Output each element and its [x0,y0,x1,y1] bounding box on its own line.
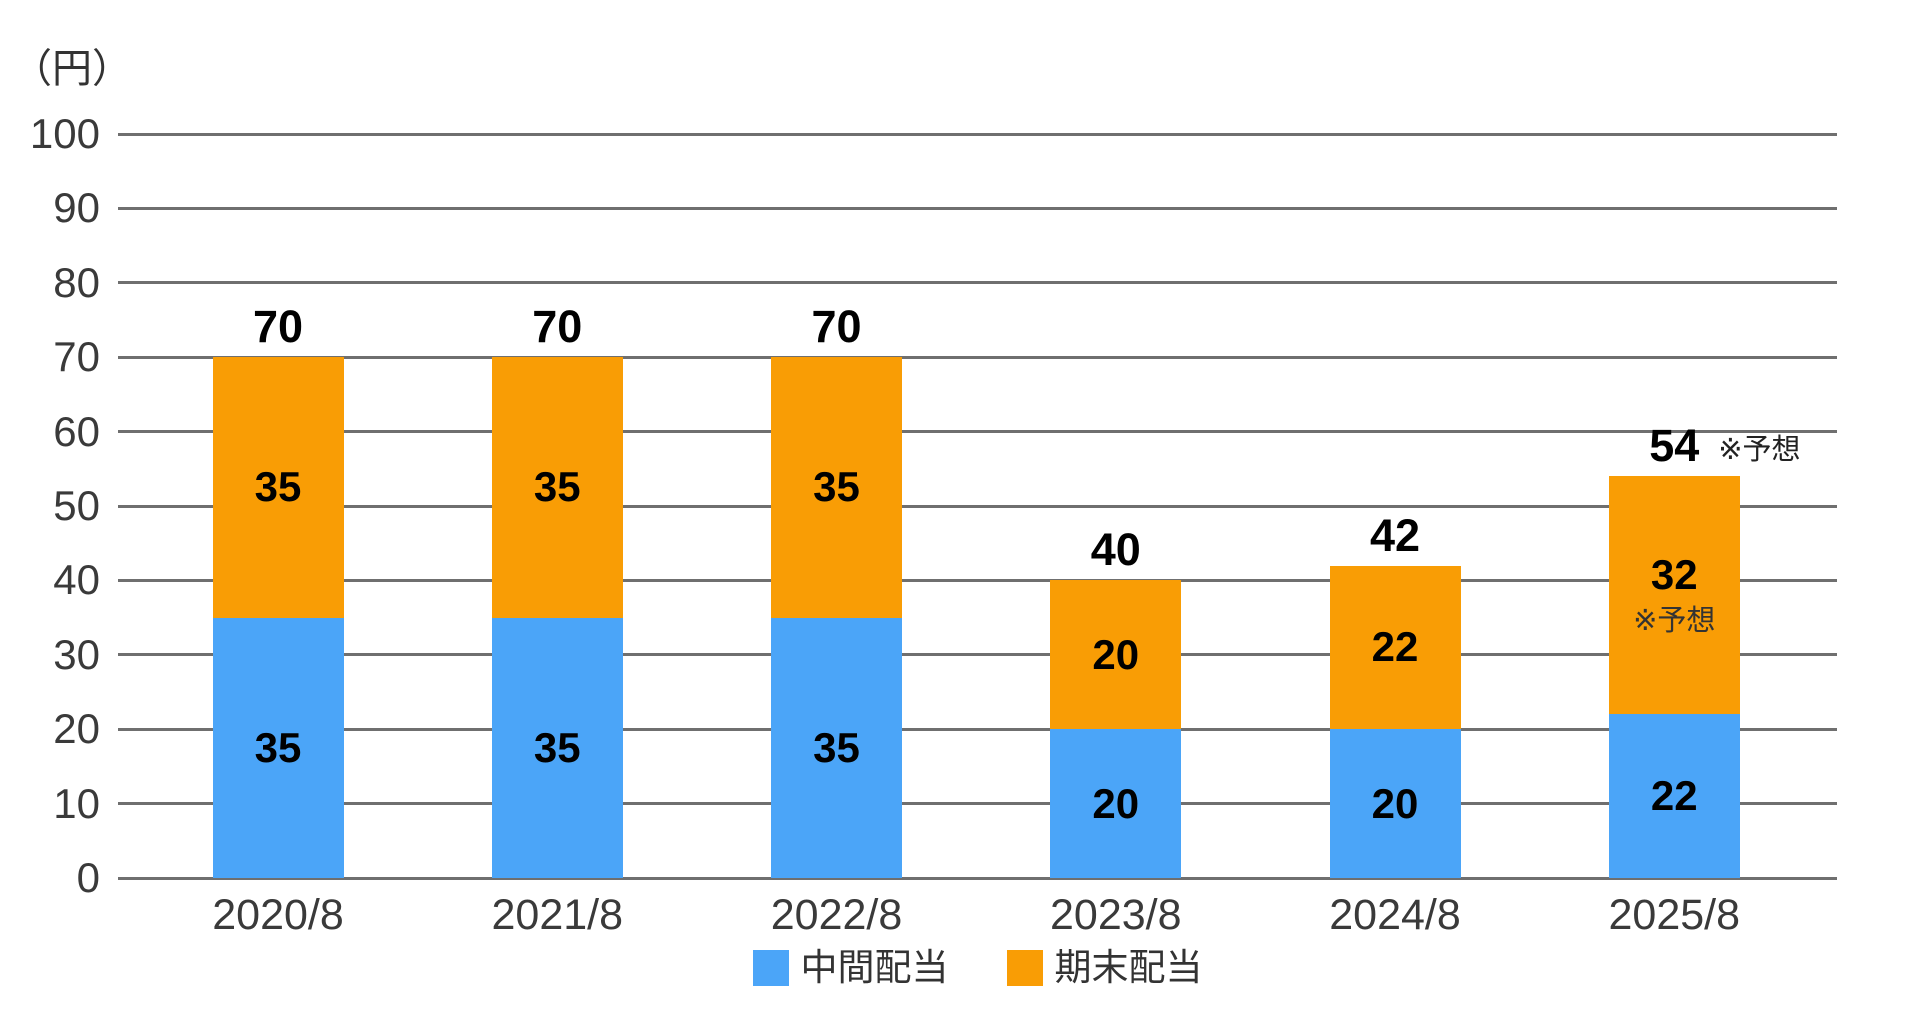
gridline-y-40 [118,578,1837,582]
bar-total-label: 54 [1649,420,1700,472]
y-axis-tick-label: 70 [53,333,100,381]
bar-segment-yearend-2021/8 [491,357,623,618]
segment-value-label: 20 [1092,630,1140,678]
gridline-y-20 [118,727,1837,731]
segment-value-label: 22 [1650,772,1698,820]
segment-value-label: 35 [813,723,860,771]
gridline-y-60 [118,430,1837,434]
gridline-y-0 [118,876,1837,880]
y-axis-tick-label: 80 [53,258,100,306]
bar-segment-interim-2023/8 [1050,729,1182,878]
bar-total-label: 70 [811,301,862,353]
x-axis-label: 2022/8 [770,891,903,939]
y-axis-tick-label: 30 [53,630,100,678]
legend: 中間配当 期末配当 [118,948,1837,988]
segment-value-label: 35 [254,723,302,771]
gridline-y-50 [118,504,1837,508]
segment-value-text: 22 [1371,623,1419,671]
y-axis-tick-label: 20 [53,705,100,753]
y-axis-tick-label: 50 [53,482,100,529]
forecast-annotation-total: ※予想 [1718,434,1801,467]
legend-label: 期末配当 [1054,947,1203,988]
segment-value-text: 32 [1650,551,1698,599]
x-axis-label: 2023/8 [1049,891,1182,939]
y-axis-tick-label: 0 [76,854,100,901]
bar-segment-yearend-2024/8 [1329,565,1461,730]
segment-value-label: 22 [1372,625,1419,669]
segment-value-label: 20 [1371,779,1419,827]
gridline-y-90 [118,206,1837,210]
bar-total-label: 70 [252,301,304,353]
gridline-y-30 [118,653,1837,657]
x-axis-label: 2025/8 [1608,891,1741,939]
bar-segment-yearend-2025/8 [1608,476,1740,715]
x-axis-label: 2020/8 [212,891,344,939]
y-axis-tick-label: 90 [53,184,100,232]
gridline-y-70 [118,355,1837,359]
bar-segment-interim-2025/8 [1608,714,1740,878]
y-axis-tick-label: 10 [53,779,100,827]
gridline-y-80 [118,281,1837,285]
legend-item-interim: 中間配当 [752,947,949,988]
x-axis-label: 2024/8 [1329,891,1461,939]
y-axis-tick-label: 60 [53,407,100,455]
bar-total-label: 42 [1369,509,1421,561]
bar-segment-yearend-2022/8 [771,357,902,618]
segment-value-label: 35 [255,465,302,509]
segment-value-text: 35 [533,463,581,511]
segment-value-label: 20 [1092,779,1140,827]
bar-segment-interim-2020/8 [212,617,344,878]
segment-value-label: 35 [534,465,581,509]
y-axis-tick-label: 40 [53,556,100,604]
segment-value-text: 20 [1092,630,1140,678]
segment-value-text: 35 [254,463,302,511]
bar-segment-interim-2024/8 [1329,729,1461,878]
y-axis-tick-label: 100 [29,110,100,157]
x-axis-label: 2021/8 [491,891,624,939]
gridline-y-100 [118,132,1837,136]
bar-segment-interim-2022/8 [771,617,902,878]
segment-value-label: 32 ※予想 [1633,551,1716,638]
gridline-y-10 [118,802,1837,806]
segment-value-label: 35 [813,465,860,509]
bar-segment-yearend-2023/8 [1050,580,1182,730]
segment-value-label: 35 [533,723,581,771]
bar-segment-yearend-2020/8 [212,357,344,618]
bar-segment-interim-2021/8 [491,617,623,878]
legend-swatch-yearend [1006,950,1043,986]
bar-total-label: 40 [1090,524,1141,576]
segment-value-text: 35 [813,463,860,511]
y-axis-unit-label: （円） [12,47,132,91]
legend-item-yearend: 期末配当 [1006,947,1203,988]
bar-total-label: 70 [532,301,583,353]
legend-swatch-interim [752,950,789,986]
forecast-annotation-inbar: ※予想 [1633,605,1716,638]
legend-label: 中間配当 [800,947,949,988]
